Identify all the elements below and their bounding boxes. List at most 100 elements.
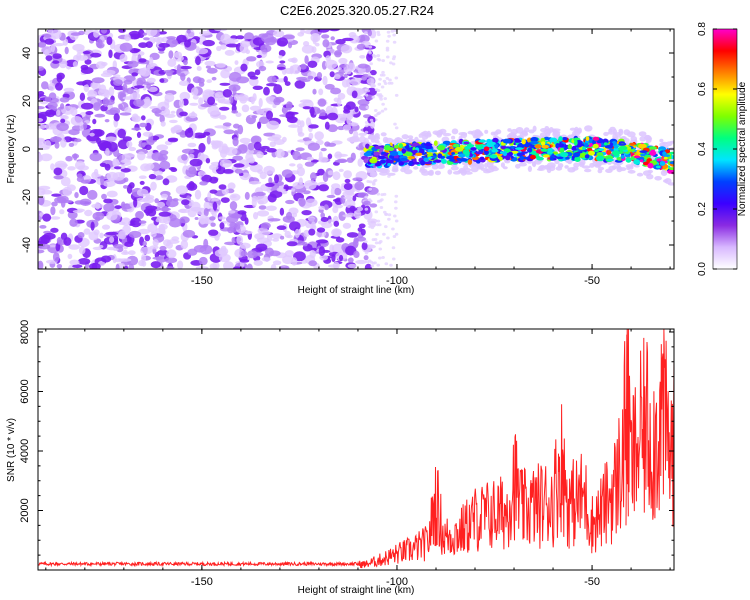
spectrogram-cell (441, 159, 447, 164)
spectrogram-cell (387, 34, 391, 38)
colorbar-tick-label: 0.0 (697, 262, 708, 276)
spectrogram-cell (592, 136, 600, 141)
spectrogram-cell (160, 121, 166, 127)
spectrogram-cell (394, 232, 399, 236)
spectrogram-cell (378, 223, 382, 227)
spectrogram-cell (584, 168, 592, 173)
spectrogram-cell (273, 139, 285, 145)
spectrogram-cell (170, 167, 178, 172)
spectrogram-cell (138, 175, 147, 179)
spectrogram-y-label: Frequency (Hz) (6, 115, 17, 184)
spectrogram-cell (357, 63, 369, 69)
spectrogram-cell (447, 169, 453, 175)
spectrogram-cell (252, 85, 263, 91)
spectrogram-x-tick-label: -150 (191, 275, 213, 287)
spectrogram-cell (256, 108, 265, 115)
spectrogram-cell (643, 161, 649, 166)
spectrogram-cell (573, 152, 581, 158)
snr-x-tick-label: -50 (584, 576, 600, 588)
spectrogram-cell (232, 266, 241, 269)
spectrogram-cell (159, 31, 167, 35)
spectrogram-cell (276, 187, 284, 192)
spectrogram-cell (198, 256, 208, 266)
spectrogram-cell (217, 99, 231, 104)
spectrogram-cell (199, 181, 208, 186)
spectrogram-cell (279, 266, 288, 269)
spectrogram-x-label: Height of straight line (km) (298, 285, 415, 296)
spectrogram-cell (609, 142, 614, 147)
spectrogram-cell (335, 237, 345, 243)
spectrogram-cell (150, 261, 161, 269)
spectrogram-cell (667, 156, 672, 160)
spectrogram-y-tick-label: 40 (21, 47, 33, 59)
spectrogram-cell (505, 155, 511, 161)
spectrogram-cell (338, 254, 344, 261)
spectrogram-cell (523, 156, 529, 160)
spectrogram-cell (239, 242, 251, 249)
spectrogram-cell (74, 200, 85, 205)
spectrogram-cell (131, 115, 142, 123)
spectrogram-cell (53, 167, 63, 176)
spectrogram-cell (219, 222, 225, 230)
spectrogram-cell (83, 122, 88, 130)
spectrogram-cell (353, 210, 362, 219)
spectrogram-cell (475, 151, 484, 155)
spectrogram-cell (239, 43, 249, 54)
spectrogram-cell (296, 166, 305, 177)
spectrogram-cell (273, 84, 283, 95)
spectrogram-cell (369, 118, 374, 122)
spectrogram-cell (300, 79, 311, 82)
spectrogram-cell (434, 170, 441, 176)
spectrogram-cell (279, 207, 285, 216)
spectrogram-cell (50, 216, 61, 220)
spectrogram-cell (378, 256, 382, 260)
spectrogram-cell (229, 193, 241, 201)
spectrogram-cell (228, 95, 234, 104)
spectrogram-cell (257, 200, 264, 205)
spectrogram-cell (60, 138, 67, 148)
spectrogram-cell (660, 169, 668, 176)
spectrogram-cell (345, 68, 352, 75)
spectrogram-cell (377, 58, 382, 62)
spectrogram-cell (332, 171, 341, 181)
spectrogram-cell (45, 55, 53, 61)
spectrogram-cell (340, 44, 353, 54)
spectrogram-cell (68, 142, 75, 147)
spectrogram-cell (285, 199, 295, 205)
spectrogram-cell (240, 63, 248, 72)
snr-x-label: Height of straight line (km) (298, 585, 415, 596)
spectrogram-cell (206, 79, 212, 84)
spectrogram-cell (136, 188, 149, 197)
spectrogram-cell (256, 151, 264, 159)
spectrogram-cell (492, 137, 499, 143)
spectrogram-cell (108, 49, 113, 59)
spectrogram-cell (101, 141, 112, 151)
spectrogram-cell (95, 38, 103, 48)
spectrogram-cell (538, 165, 544, 171)
spectrogram-cell (169, 119, 178, 124)
spectrogram-cell (393, 122, 397, 126)
spectrogram-cell (510, 134, 518, 139)
spectrogram-cell (104, 136, 118, 142)
spectrogram-cell (64, 46, 69, 55)
spectrogram-cell (38, 152, 42, 162)
spectrogram-cell (382, 192, 387, 196)
spectrogram-cell (56, 74, 63, 83)
spectrogram-cell (254, 191, 266, 197)
spectrogram-cell (330, 36, 335, 41)
spectrogram-cell (98, 244, 104, 249)
spectrogram-cell (174, 51, 183, 59)
spectrogram-cell (154, 198, 159, 204)
spectrogram-cell (156, 255, 167, 263)
spectrogram-cell (471, 130, 478, 137)
spectrogram-cell (540, 141, 546, 146)
spectrogram-cell (226, 38, 239, 43)
spectrogram-cell (85, 111, 94, 115)
spectrogram-cell (449, 158, 456, 162)
spectrogram-cell (301, 210, 312, 216)
spectrogram-cell (275, 148, 285, 159)
spectrogram-cell (366, 150, 373, 154)
spectrogram-cell (316, 108, 321, 114)
spectrogram-cell (113, 85, 125, 91)
spectrogram-cell (163, 69, 175, 74)
